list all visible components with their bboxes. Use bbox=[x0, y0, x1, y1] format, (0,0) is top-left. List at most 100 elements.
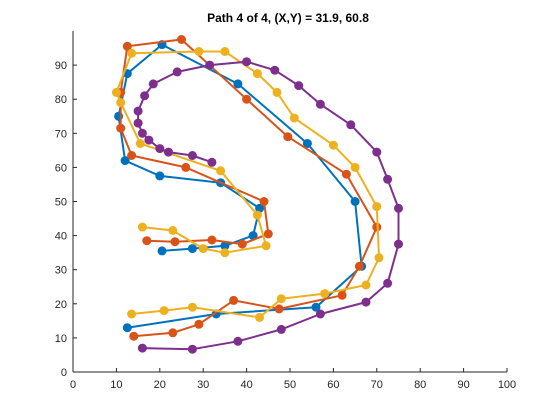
series-3-point bbox=[320, 289, 330, 299]
series-4-point bbox=[294, 81, 304, 91]
series-3-point bbox=[168, 226, 178, 235]
series-4-point bbox=[361, 297, 371, 307]
series-3-point bbox=[252, 210, 262, 220]
x-tick-label: 50 bbox=[284, 379, 296, 391]
x-tick-label: 30 bbox=[197, 379, 209, 391]
series-4 bbox=[133, 57, 403, 354]
series-1-point bbox=[255, 203, 265, 213]
series-3-point bbox=[272, 87, 282, 97]
series-4-point bbox=[315, 99, 325, 109]
series-3-point bbox=[220, 47, 230, 56]
chart-title: Path 4 of 4, (X,Y) = 31.9, 60.8 bbox=[207, 11, 369, 25]
x-tick-label: 70 bbox=[371, 379, 383, 391]
series-1-point bbox=[187, 244, 197, 254]
series-4-point bbox=[242, 57, 252, 67]
series-4-point bbox=[372, 147, 382, 157]
y-tick-label: 60 bbox=[55, 162, 67, 174]
series-1-point bbox=[120, 156, 130, 166]
series-2-point bbox=[237, 239, 247, 249]
series-2-point bbox=[283, 132, 293, 142]
series-4-point bbox=[164, 147, 173, 157]
series-1-point bbox=[122, 323, 132, 333]
series-2-point bbox=[194, 319, 204, 329]
series-3-point bbox=[127, 48, 137, 58]
series-4-point bbox=[394, 203, 403, 213]
series-4-point bbox=[172, 67, 182, 77]
y-tick-label: 20 bbox=[55, 299, 67, 311]
y-tick-label: 10 bbox=[55, 333, 67, 345]
series-2-point bbox=[259, 197, 269, 206]
x-tick-label: 20 bbox=[154, 379, 166, 391]
series-4-point bbox=[383, 174, 393, 184]
series-3-point bbox=[220, 248, 230, 258]
series-2-point bbox=[242, 94, 252, 104]
series-3-point bbox=[194, 47, 204, 56]
series-2-point bbox=[181, 162, 191, 172]
series-3-point bbox=[328, 140, 338, 150]
series-4-point bbox=[205, 60, 215, 70]
series-layer bbox=[111, 35, 403, 354]
series-2-point bbox=[168, 328, 178, 338]
x-tick-label: 10 bbox=[110, 379, 122, 391]
series-3-point bbox=[187, 302, 197, 312]
x-tick-label: 0 bbox=[70, 379, 76, 391]
series-4-point bbox=[276, 324, 286, 334]
series-1-point bbox=[311, 302, 321, 312]
x-tick-label: 100 bbox=[498, 379, 516, 391]
y-tick-label: 70 bbox=[55, 128, 67, 140]
series-1-point bbox=[157, 246, 167, 256]
series-3-point bbox=[289, 113, 299, 123]
series-4-point bbox=[270, 65, 280, 75]
series-3-point bbox=[137, 222, 147, 232]
series-2-point bbox=[229, 295, 239, 305]
series-2-point bbox=[207, 235, 217, 245]
series-2 bbox=[116, 35, 382, 341]
series-2-point bbox=[177, 35, 186, 44]
series-1-point bbox=[233, 79, 243, 89]
series-4-point bbox=[315, 309, 325, 319]
series-4-point bbox=[133, 106, 143, 116]
series-4-point bbox=[187, 344, 197, 354]
y-tick-label: 0 bbox=[61, 367, 67, 379]
series-3-point bbox=[252, 69, 262, 79]
series-1-point bbox=[114, 111, 124, 121]
series-1-point bbox=[350, 197, 360, 206]
series-4-point bbox=[233, 336, 243, 346]
series-2-point bbox=[274, 304, 284, 314]
series-2-point bbox=[170, 237, 180, 247]
series-2-point bbox=[263, 229, 273, 239]
series-2-point bbox=[341, 169, 351, 179]
y-tick-label: 40 bbox=[55, 231, 67, 243]
y-tick-label: 90 bbox=[55, 60, 67, 72]
series-3-point bbox=[135, 139, 145, 148]
series-4-point bbox=[207, 157, 217, 167]
series-3-point bbox=[127, 309, 137, 319]
series-2-point bbox=[127, 151, 137, 160]
series-1-point bbox=[155, 171, 165, 181]
series-3-point bbox=[159, 306, 169, 316]
series-4-point bbox=[155, 144, 165, 154]
series-3-point bbox=[255, 312, 265, 322]
x-tick-label: 80 bbox=[414, 379, 426, 391]
series-1-point bbox=[220, 241, 230, 251]
series-2-point bbox=[116, 123, 126, 133]
series-3-point bbox=[261, 241, 271, 251]
series-2-point bbox=[122, 41, 132, 51]
y-tick-label: 50 bbox=[55, 197, 67, 209]
x-tick-label: 60 bbox=[327, 379, 339, 391]
series-2-point bbox=[142, 236, 152, 246]
series-4-point bbox=[133, 118, 143, 128]
series-4-line bbox=[137, 60, 400, 351]
axes-layer: 0 10 20 30 40 50 60 70 80 90 100 0 10 20 30 40 50 60 70 80 9… bbox=[55, 31, 516, 391]
series-3-point bbox=[372, 202, 382, 212]
series-2-point bbox=[129, 331, 139, 341]
series-4-point bbox=[346, 120, 356, 130]
y-tick-label: 30 bbox=[55, 265, 67, 277]
series-3-point bbox=[111, 87, 121, 97]
series-4-point bbox=[383, 278, 393, 288]
series-1-point bbox=[248, 231, 258, 241]
series-3-point bbox=[374, 253, 384, 263]
series-3-point bbox=[116, 98, 126, 108]
series-1-point bbox=[302, 139, 312, 148]
